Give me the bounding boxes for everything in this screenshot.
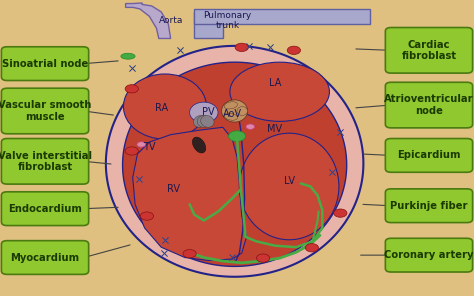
FancyBboxPatch shape — [385, 139, 473, 172]
Ellipse shape — [239, 133, 339, 240]
Text: Sinoatrial node: Sinoatrial node — [2, 59, 88, 69]
FancyBboxPatch shape — [1, 192, 89, 226]
Text: Atrioventricular
node: Atrioventricular node — [384, 94, 474, 116]
FancyBboxPatch shape — [1, 241, 89, 274]
Text: Endocardium: Endocardium — [8, 204, 82, 214]
Text: RA: RA — [155, 103, 168, 113]
Ellipse shape — [224, 102, 237, 109]
FancyBboxPatch shape — [385, 28, 473, 73]
Text: TV: TV — [143, 141, 155, 152]
Circle shape — [125, 147, 138, 155]
Circle shape — [183, 250, 196, 258]
Ellipse shape — [190, 102, 218, 123]
Ellipse shape — [121, 53, 135, 59]
Circle shape — [256, 254, 270, 262]
Text: Myocardium: Myocardium — [10, 252, 80, 263]
Text: Vascular smooth
muscle: Vascular smooth muscle — [0, 100, 91, 122]
Ellipse shape — [193, 115, 207, 127]
Polygon shape — [126, 3, 171, 38]
Text: Coronary artery: Coronary artery — [384, 250, 474, 260]
Polygon shape — [194, 12, 223, 38]
Ellipse shape — [230, 62, 329, 121]
Ellipse shape — [237, 107, 247, 115]
Text: Pulmonary
trunk: Pulmonary trunk — [203, 11, 252, 30]
Polygon shape — [194, 9, 370, 24]
Text: Valve interstitial
fibroblast: Valve interstitial fibroblast — [0, 151, 92, 172]
Polygon shape — [106, 46, 364, 277]
Ellipse shape — [201, 115, 214, 127]
Polygon shape — [123, 62, 346, 266]
Text: Aorta: Aorta — [158, 16, 183, 25]
Circle shape — [140, 212, 154, 220]
Circle shape — [228, 131, 246, 141]
Text: Purkinje fiber: Purkinje fiber — [390, 201, 468, 211]
Circle shape — [235, 43, 248, 52]
Circle shape — [287, 46, 301, 54]
Circle shape — [125, 85, 138, 93]
Text: MV: MV — [267, 124, 283, 134]
Ellipse shape — [192, 137, 206, 153]
Text: Epicardium: Epicardium — [397, 150, 461, 160]
Text: LA: LA — [269, 78, 281, 88]
Circle shape — [334, 209, 347, 217]
Circle shape — [246, 124, 255, 129]
FancyBboxPatch shape — [385, 189, 473, 223]
Text: PV: PV — [202, 107, 215, 118]
FancyBboxPatch shape — [1, 88, 89, 134]
FancyBboxPatch shape — [1, 139, 89, 184]
Ellipse shape — [197, 115, 210, 127]
Text: RV: RV — [166, 184, 180, 194]
Text: LV: LV — [283, 176, 295, 186]
Circle shape — [305, 244, 319, 252]
FancyBboxPatch shape — [385, 82, 473, 128]
FancyBboxPatch shape — [1, 47, 89, 81]
Circle shape — [137, 142, 146, 147]
Ellipse shape — [123, 74, 206, 139]
Polygon shape — [133, 127, 246, 260]
FancyBboxPatch shape — [385, 238, 473, 272]
Ellipse shape — [224, 113, 237, 120]
Text: AoV: AoV — [223, 109, 242, 119]
Text: Cardiac
fibroblast: Cardiac fibroblast — [401, 40, 456, 61]
Ellipse shape — [221, 100, 247, 122]
